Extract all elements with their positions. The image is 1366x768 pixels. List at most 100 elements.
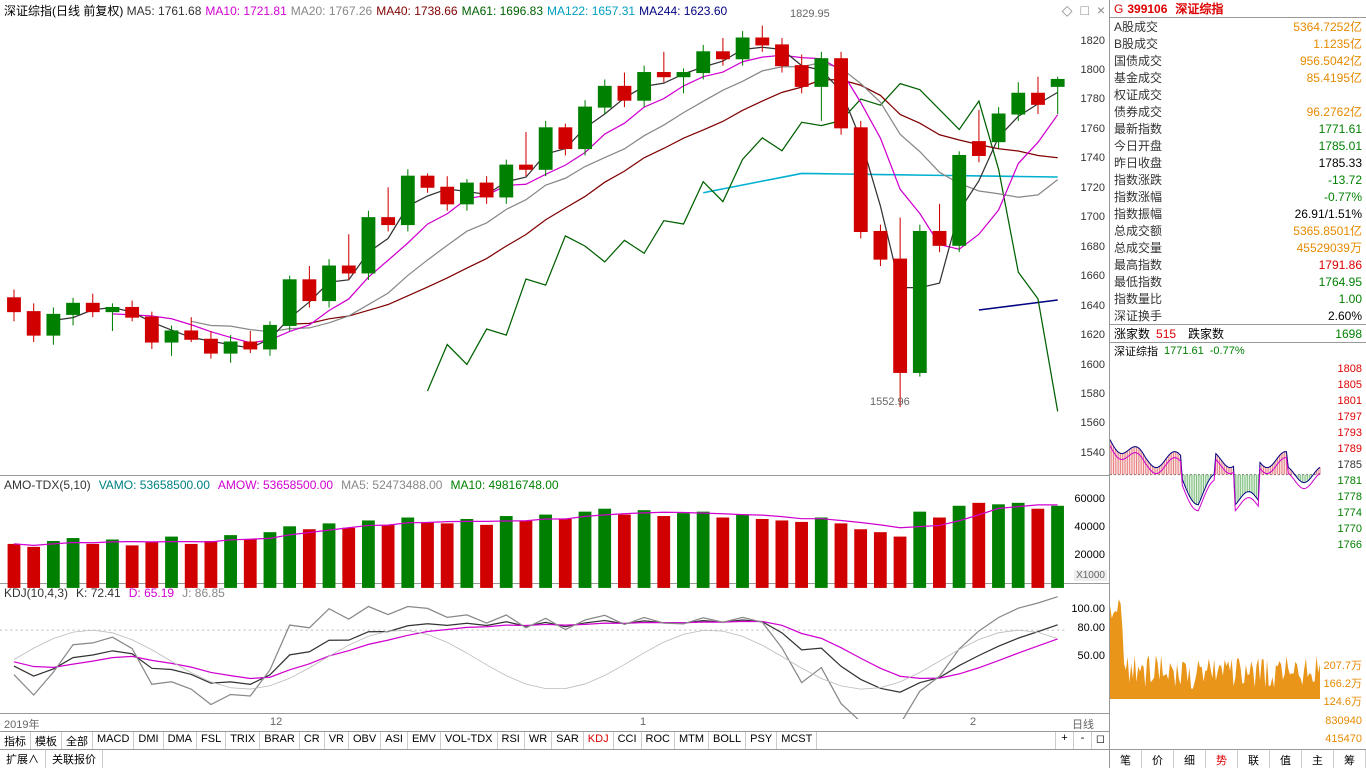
high-price-label: 1829.95	[790, 8, 830, 20]
side-row: B股成交1.1235亿	[1110, 35, 1366, 52]
ma-label: MA244: 1623.60	[639, 4, 727, 18]
time-label: 日线	[1072, 716, 1094, 732]
side-row: 最新指数1771.61	[1110, 120, 1366, 137]
side-tab[interactable]: 筹	[1334, 750, 1366, 768]
indicator-control-btn[interactable]: +	[1055, 732, 1073, 749]
minichart-y-axis: 1808180518011797179317891785178117781774…	[1320, 359, 1364, 749]
indicator-tab-bar: 指标模板全部MACDDMIDMAFSLTRIXBRARCRVROBVASIEMV…	[0, 732, 1109, 750]
ma-label: MA40: 1738.66	[376, 4, 457, 18]
indicator-tab[interactable]: PSY	[746, 732, 777, 749]
indicator-tab[interactable]: BRAR	[260, 732, 300, 749]
side-row: 指数涨跌-13.72	[1110, 171, 1366, 188]
mc-pct: -0.77%	[1210, 345, 1245, 357]
side-row: 权证成交	[1110, 86, 1366, 103]
side-tab[interactable]: 值	[1270, 750, 1302, 768]
indicator-tab[interactable]: ROC	[642, 732, 675, 749]
side-tab[interactable]: 价	[1142, 750, 1174, 768]
bottom-tab[interactable]: 关联报价	[46, 750, 103, 768]
indicator-tab[interactable]: FSL	[197, 732, 226, 749]
indicator-tab[interactable]: ASI	[381, 732, 408, 749]
indicator-tab[interactable]: DMI	[134, 732, 163, 749]
indicator-tab[interactable]: VOL-TDX	[441, 732, 498, 749]
stock-name: 深证综指	[1175, 0, 1223, 17]
low-price-label: 1552.96	[870, 396, 910, 408]
side-tab[interactable]: 主	[1302, 750, 1334, 768]
volume-chart[interactable]: AMO-TDX(5,10)VAMO: 53658500.00AMOW: 5365…	[0, 476, 1109, 584]
indicator-prefix-tab[interactable]: 模板	[31, 732, 62, 749]
indicator-prefix-tab[interactable]: 全部	[62, 732, 93, 749]
volume-y-axis: 200004000060000	[1063, 476, 1107, 583]
time-axis: 2019年1212日线	[0, 714, 1109, 732]
time-label: 1	[640, 716, 646, 728]
stock-code: 399106	[1127, 2, 1167, 16]
side-panel: G 399106 深证综指 A股成交5364.7252亿B股成交1.1235亿国…	[1110, 0, 1366, 768]
ma-label: MA5: 1761.68	[127, 4, 202, 18]
ma-label: MA61: 1696.83	[462, 4, 543, 18]
side-row: 最高指数1791.86	[1110, 256, 1366, 273]
indicator-tab[interactable]: CR	[300, 732, 325, 749]
chart-title: 深证综指(日线 前复权)	[4, 4, 123, 18]
indicator-tab[interactable]: MTM	[675, 732, 709, 749]
side-row: 指数量比1.00	[1110, 290, 1366, 307]
side-data-table: A股成交5364.7252亿B股成交1.1235亿国债成交956.5042亿基金…	[1110, 18, 1366, 325]
indicator-tab[interactable]: MCST	[777, 732, 817, 749]
bottom-tab[interactable]: 扩展∧	[0, 750, 46, 768]
side-row: A股成交5364.7252亿	[1110, 18, 1366, 35]
volume-unit: X1000	[1074, 570, 1107, 581]
side-tab[interactable]: 势	[1206, 750, 1238, 768]
side-row: 指数振幅26.91/1.51%	[1110, 205, 1366, 222]
down-value: 1698	[1335, 327, 1362, 341]
ma-label: MA122: 1657.31	[547, 4, 635, 18]
indicator-tab[interactable]: EMV	[408, 732, 441, 749]
indicator-tab[interactable]: DMA	[164, 732, 197, 749]
kdj-canvas	[0, 584, 1109, 719]
diamond-icon[interactable]: ◇	[1062, 2, 1073, 18]
indicator-tab[interactable]: TRIX	[226, 732, 260, 749]
indicator-tab[interactable]: MACD	[93, 732, 134, 749]
indicator-tab[interactable]: VR	[325, 732, 349, 749]
minichart-header: 深证综指 1771.61 -0.77%	[1110, 343, 1366, 359]
square-icon[interactable]: □	[1080, 2, 1088, 18]
ma-label: MA10: 1721.81	[205, 4, 286, 18]
side-row: 基金成交85.4195亿	[1110, 69, 1366, 86]
ma-label: MA20: 1767.26	[291, 4, 372, 18]
kdj-y-axis: 50.0080.00100.00	[1063, 584, 1107, 713]
down-label: 跌家数	[1188, 325, 1224, 342]
indicator-tab[interactable]: WR	[525, 732, 552, 749]
chart-window-controls: ◇ □ ×	[1058, 2, 1105, 19]
indicator-tab[interactable]: KDJ	[584, 732, 614, 749]
side-tab[interactable]: 联	[1238, 750, 1270, 768]
side-row: 今日开盘1785.01	[1110, 137, 1366, 154]
price-y-axis: 1540156015801600162016401660168017001720…	[1073, 0, 1107, 475]
side-row: 昨日收盘1785.33	[1110, 154, 1366, 171]
code-prefix: G	[1114, 2, 1123, 16]
candle-chart[interactable]: 深证综指(日线 前复权) MA5: 1761.68MA10: 1721.81 MA…	[0, 0, 1109, 476]
indicator-tab[interactable]: OBV	[349, 732, 381, 749]
indicator-control-btn[interactable]: ◻	[1091, 732, 1109, 749]
time-label: 2	[970, 716, 976, 728]
indicator-tab[interactable]: SAR	[552, 732, 584, 749]
close-icon[interactable]: ×	[1097, 2, 1105, 18]
side-tab-bar: 笔价细势联值主筹	[1110, 750, 1366, 768]
indicator-tab[interactable]: RSI	[498, 732, 525, 749]
up-down-row: 涨家数 515 跌家数 1698	[1110, 325, 1366, 343]
chart-header: 深证综指(日线 前复权) MA5: 1761.68MA10: 1721.81 MA…	[4, 2, 731, 19]
indicator-prefix-tab[interactable]: 指标	[0, 732, 31, 749]
side-header: G 399106 深证综指	[1110, 0, 1366, 18]
kdj-header: KDJ(10,4,3)K: 72.41D: 65.19J: 86.85	[4, 586, 233, 600]
side-tab[interactable]: 细	[1174, 750, 1206, 768]
side-row: 国债成交956.5042亿	[1110, 52, 1366, 69]
volume-header: AMO-TDX(5,10)VAMO: 53658500.00AMOW: 5365…	[4, 478, 567, 492]
indicator-tab[interactable]: CCI	[614, 732, 642, 749]
side-tab[interactable]: 笔	[1110, 750, 1142, 768]
indicator-tab[interactable]: BOLL	[709, 732, 746, 749]
up-label: 涨家数	[1114, 325, 1150, 342]
side-row: 最低指数1764.95	[1110, 273, 1366, 290]
side-minichart[interactable]: 深证综指 1771.61 -0.77% 18081805180117971793…	[1110, 343, 1366, 750]
bottom-bar: 扩展∧关联报价	[0, 750, 1109, 768]
kdj-chart[interactable]: KDJ(10,4,3)K: 72.41D: 65.19J: 86.85 50.0…	[0, 584, 1109, 714]
indicator-control-btn[interactable]: -	[1073, 732, 1091, 749]
volume-canvas	[0, 476, 1109, 588]
side-row: 总成交额5365.8501亿	[1110, 222, 1366, 239]
side-row: 总成交量45529039万	[1110, 239, 1366, 256]
